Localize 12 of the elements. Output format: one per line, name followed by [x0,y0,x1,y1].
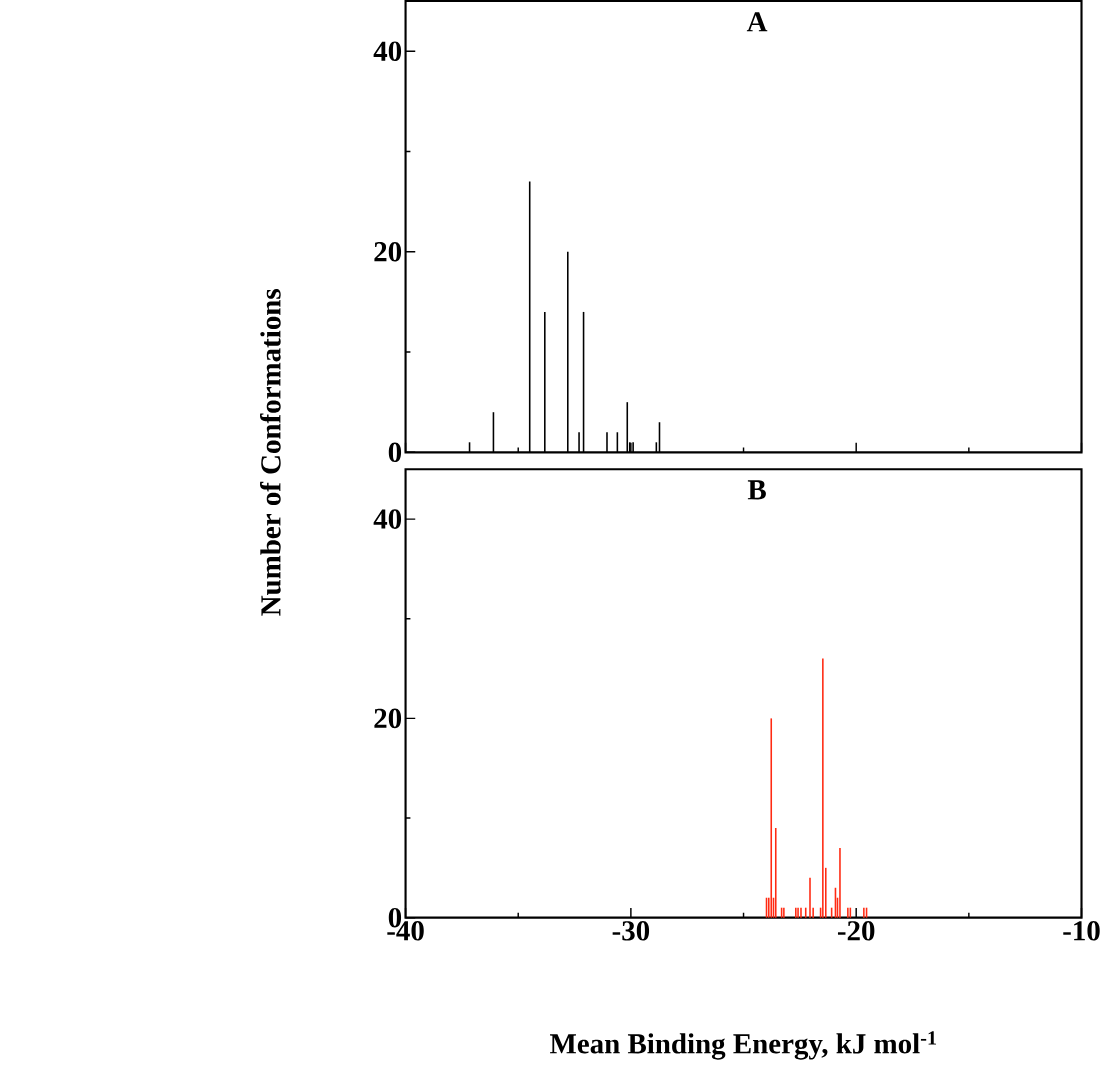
x-tick-label: -20 [837,921,875,941]
y-tick-label: 40 [373,509,402,529]
x-axis-title: Mean Binding Energy, kJ mol$^{-1}$ [550,1031,937,1060]
chart-title: A [746,12,768,32]
chart-title: B [747,480,766,500]
y-tick-label: 0 [388,442,402,463]
x-tick-label: -10 [1063,921,1100,941]
y-tick-label: 40 [373,41,402,61]
y-axis-title: Number of Conformations [260,289,281,616]
y-tick-label: 20 [374,241,402,262]
y-tick-label: 20 [374,708,402,729]
x-tick-label: -30 [612,921,650,941]
